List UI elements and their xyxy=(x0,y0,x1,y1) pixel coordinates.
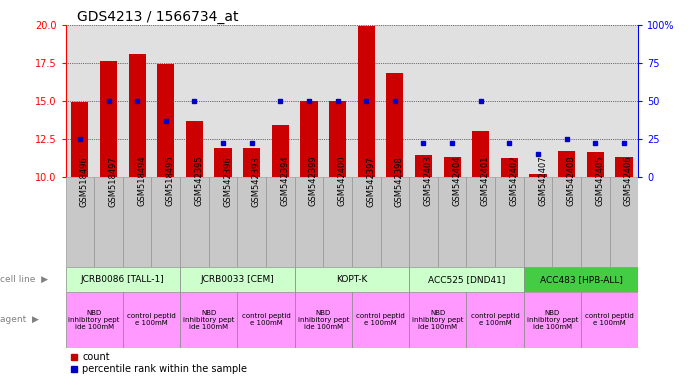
Bar xyxy=(444,157,461,177)
Bar xyxy=(409,267,524,292)
Bar xyxy=(94,177,123,267)
Bar xyxy=(558,151,575,177)
Bar xyxy=(472,131,489,177)
Legend: count, percentile rank within the sample: count, percentile rank within the sample xyxy=(70,353,247,374)
Text: control peptid
e 100mM: control peptid e 100mM xyxy=(241,313,290,326)
Text: GDS4213 / 1566734_at: GDS4213 / 1566734_at xyxy=(77,10,239,24)
Text: GSM542404: GSM542404 xyxy=(452,156,461,207)
Bar xyxy=(352,177,381,267)
Bar xyxy=(66,292,123,348)
Text: GSM518496: GSM518496 xyxy=(80,156,89,207)
Bar xyxy=(524,177,553,267)
Text: ACC525 [DND41]: ACC525 [DND41] xyxy=(428,275,505,284)
Bar xyxy=(123,177,152,267)
Text: GSM542407: GSM542407 xyxy=(538,156,547,207)
Text: NBD
inhibitory pept
ide 100mM: NBD inhibitory pept ide 100mM xyxy=(526,310,578,330)
Text: JCRB0086 [TALL-1]: JCRB0086 [TALL-1] xyxy=(81,275,165,284)
Bar xyxy=(529,174,546,177)
Bar xyxy=(295,267,409,292)
Text: GSM542393: GSM542393 xyxy=(252,156,261,207)
Text: GSM542399: GSM542399 xyxy=(309,156,318,207)
Text: GSM542403: GSM542403 xyxy=(424,156,433,207)
Bar xyxy=(272,125,289,177)
Bar xyxy=(501,159,518,177)
Text: cell line  ▶: cell line ▶ xyxy=(0,275,48,284)
Bar xyxy=(180,177,209,267)
Bar xyxy=(438,177,466,267)
Text: GSM518494: GSM518494 xyxy=(137,156,146,207)
Bar xyxy=(610,177,638,267)
Text: NBD
inhibitory pept
ide 100mM: NBD inhibitory pept ide 100mM xyxy=(68,310,120,330)
Bar xyxy=(329,101,346,177)
Text: control peptid
e 100mM: control peptid e 100mM xyxy=(585,313,634,326)
Text: GSM542397: GSM542397 xyxy=(366,156,375,207)
Text: KOPT-K: KOPT-K xyxy=(336,275,368,284)
Text: control peptid
e 100mM: control peptid e 100mM xyxy=(127,313,176,326)
Bar xyxy=(415,156,432,177)
Bar xyxy=(524,292,581,348)
Bar xyxy=(409,292,466,348)
Text: GSM542394: GSM542394 xyxy=(280,156,289,207)
Text: NBD
inhibitory pept
ide 100mM: NBD inhibitory pept ide 100mM xyxy=(297,310,349,330)
Text: NBD
inhibitory pept
ide 100mM: NBD inhibitory pept ide 100mM xyxy=(412,310,464,330)
Bar xyxy=(324,177,352,267)
Bar xyxy=(409,177,438,267)
Bar xyxy=(66,267,180,292)
Bar xyxy=(357,26,375,177)
Text: GSM542398: GSM542398 xyxy=(395,156,404,207)
Bar xyxy=(180,292,237,348)
Bar xyxy=(581,292,638,348)
Bar xyxy=(152,177,180,267)
Bar xyxy=(581,177,610,267)
Bar xyxy=(180,267,295,292)
Text: GSM518497: GSM518497 xyxy=(108,156,117,207)
Text: GSM542408: GSM542408 xyxy=(566,156,575,207)
Bar xyxy=(586,152,604,177)
Bar xyxy=(553,177,581,267)
Bar xyxy=(209,177,237,267)
Bar xyxy=(237,292,295,348)
Bar xyxy=(466,177,495,267)
Text: JCRB0033 [CEM]: JCRB0033 [CEM] xyxy=(201,275,274,284)
Bar xyxy=(100,61,117,177)
Bar xyxy=(157,65,175,177)
Text: ACC483 [HPB-ALL]: ACC483 [HPB-ALL] xyxy=(540,275,622,284)
Text: control peptid
e 100mM: control peptid e 100mM xyxy=(356,313,405,326)
Bar xyxy=(295,292,352,348)
Text: GSM542395: GSM542395 xyxy=(195,156,204,207)
Text: GSM542396: GSM542396 xyxy=(223,156,232,207)
Text: GSM542406: GSM542406 xyxy=(624,156,633,207)
Text: agent  ▶: agent ▶ xyxy=(0,315,39,324)
Bar xyxy=(128,54,146,177)
Bar xyxy=(466,292,524,348)
Text: GSM542402: GSM542402 xyxy=(509,156,518,207)
Bar xyxy=(300,101,317,177)
Bar xyxy=(295,177,324,267)
Bar xyxy=(524,267,638,292)
Text: GSM518495: GSM518495 xyxy=(166,156,175,207)
Bar xyxy=(243,148,260,177)
Bar xyxy=(71,102,88,177)
Bar xyxy=(123,292,180,348)
Bar xyxy=(215,148,232,177)
Text: GSM542405: GSM542405 xyxy=(595,156,604,207)
Bar xyxy=(386,73,404,177)
Bar xyxy=(266,177,295,267)
Bar xyxy=(237,177,266,267)
Bar xyxy=(186,121,203,177)
Text: GSM542401: GSM542401 xyxy=(481,156,490,207)
Bar xyxy=(381,177,409,267)
Bar xyxy=(352,292,409,348)
Bar xyxy=(66,177,95,267)
Text: GSM542400: GSM542400 xyxy=(337,156,346,207)
Text: control peptid
e 100mM: control peptid e 100mM xyxy=(471,313,520,326)
Text: NBD
inhibitory pept
ide 100mM: NBD inhibitory pept ide 100mM xyxy=(183,310,235,330)
Bar xyxy=(615,157,633,177)
Bar xyxy=(495,177,524,267)
